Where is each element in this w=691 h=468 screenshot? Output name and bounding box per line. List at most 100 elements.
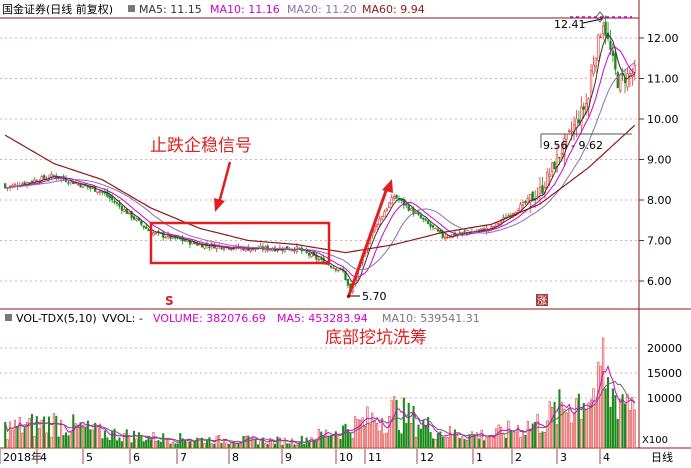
- candle-body: [446, 236, 449, 239]
- volume-bar: [346, 429, 349, 449]
- volume-bar: [264, 442, 267, 449]
- volume-bar: [198, 438, 201, 449]
- volume-bar: [432, 438, 435, 449]
- volume-bar: [16, 425, 19, 449]
- volume-bar: [344, 423, 347, 449]
- volume-bar: [456, 434, 459, 449]
- volume-bar: [230, 442, 233, 449]
- candle-body: [550, 162, 554, 173]
- rebound-arrow: [346, 187, 389, 299]
- volume-bar: [142, 441, 145, 449]
- candle-body: [383, 211, 386, 218]
- volume-bar: [400, 433, 403, 449]
- candle-body: [378, 218, 381, 225]
- x-tick-label: 12: [420, 451, 434, 464]
- candle-body: [91, 187, 94, 189]
- candle-body: [111, 196, 114, 201]
- volume-bar: [254, 438, 257, 449]
- candle-body: [50, 173, 53, 178]
- volume-bar: [288, 443, 291, 449]
- volume-bar: [188, 441, 191, 449]
- volume-bar: [106, 437, 109, 449]
- stable-signal-arrow: [217, 161, 232, 204]
- zhang-marker-icon: [536, 294, 548, 306]
- x-tick-label: 10: [339, 451, 353, 464]
- volume-bar: [315, 440, 318, 449]
- volume-bar: [145, 439, 148, 449]
- volume-tick-label: 15000: [647, 367, 682, 380]
- volume-bar: [449, 426, 452, 449]
- candle-body: [334, 268, 337, 271]
- candle-body: [84, 184, 87, 187]
- candle-body: [346, 279, 350, 286]
- volume-bar: [55, 415, 58, 449]
- ma60-label: MA60: 9.94: [362, 3, 425, 16]
- candle-body: [536, 195, 539, 198]
- volume-bar: [193, 441, 196, 449]
- volume-bar: [551, 406, 554, 449]
- volume-bar: [334, 431, 337, 449]
- volume-bar: [359, 419, 362, 449]
- volume-bar: [395, 399, 398, 449]
- volume-bar: [599, 365, 602, 449]
- volume-bar: [295, 444, 298, 449]
- volume-bar: [526, 420, 529, 449]
- candle-body: [162, 232, 165, 238]
- volume-bar: [495, 428, 498, 449]
- volume-bar: [592, 388, 595, 449]
- volume-bar: [171, 441, 174, 449]
- volume-bar: [128, 436, 131, 449]
- volume-bar: [308, 441, 311, 449]
- candle-body: [405, 203, 408, 206]
- volume-bar: [543, 432, 546, 449]
- volume-bar: [568, 408, 571, 449]
- candle-body: [145, 226, 148, 229]
- volume-bars: [4, 337, 636, 449]
- volume-bar: [512, 431, 515, 449]
- volume-bar: [604, 388, 607, 449]
- stable-signal-arrowhead: [214, 198, 225, 212]
- volume-bar: [247, 435, 250, 449]
- candle-body: [332, 267, 335, 269]
- candle-body: [558, 156, 561, 159]
- volume-bar: [361, 417, 364, 449]
- volume-bar: [274, 443, 277, 449]
- candle-body: [526, 198, 529, 204]
- x-tick-label: 7: [180, 451, 187, 464]
- volume-bar: [101, 438, 104, 449]
- candlesticks: [4, 15, 636, 295]
- volume-bar: [176, 443, 179, 449]
- volume-bar: [424, 425, 427, 449]
- x-tick-label: 6: [133, 451, 140, 464]
- candle-body: [402, 199, 406, 206]
- candle-body: [538, 187, 542, 195]
- volume-bar: [4, 421, 7, 449]
- volume-bar: [536, 413, 539, 449]
- ma20-line: [5, 61, 636, 271]
- volume-bar: [480, 429, 483, 449]
- volume-bar: [303, 444, 306, 449]
- x-tick-label: 8: [232, 451, 239, 464]
- volume-bar: [458, 438, 461, 449]
- candle-body: [98, 191, 102, 193]
- volume-bar: [507, 420, 510, 449]
- volume-bar: [30, 413, 33, 449]
- volume-bar: [349, 432, 352, 449]
- volume-bar: [69, 431, 72, 449]
- candle-body: [589, 70, 593, 98]
- candle-body: [375, 224, 379, 227]
- volume-bar: [278, 437, 281, 449]
- candle-body: [28, 182, 31, 184]
- candle-body: [135, 218, 138, 221]
- candle-body: [222, 248, 226, 250]
- volume-bar: [157, 440, 160, 449]
- volume-bar: [252, 436, 255, 449]
- volume-bar: [210, 443, 213, 449]
- volume-bar: [249, 437, 252, 449]
- volume-bar: [560, 402, 563, 449]
- candle-body: [183, 239, 187, 242]
- volume-bar: [123, 433, 126, 449]
- x-tick-label: 2018年: [3, 450, 42, 464]
- volume-bar: [490, 435, 493, 449]
